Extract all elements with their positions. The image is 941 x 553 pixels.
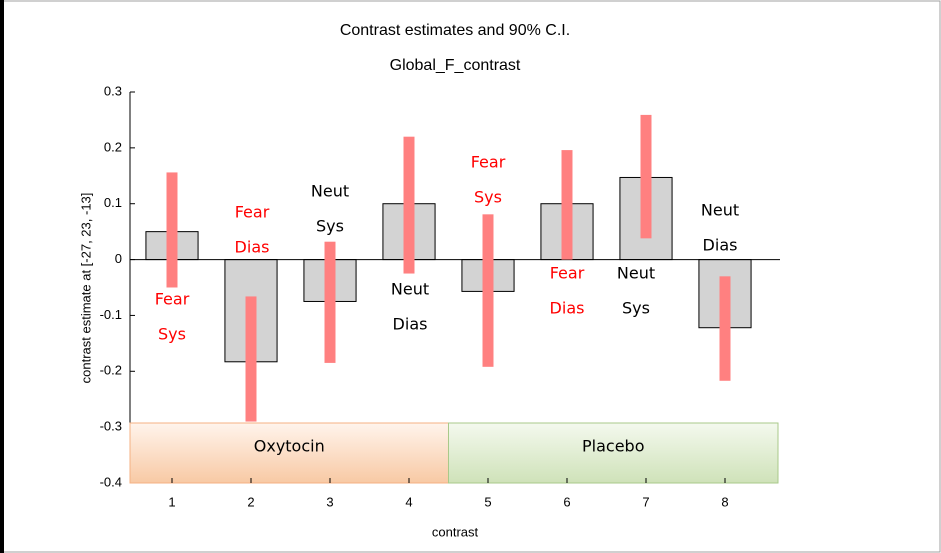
y-tick-label: -0.2 bbox=[100, 363, 122, 378]
y-tick-label: 0 bbox=[115, 251, 122, 266]
annotation: Sys bbox=[316, 217, 344, 236]
ci-bar bbox=[245, 296, 257, 422]
group-box bbox=[448, 422, 779, 484]
group-box bbox=[129, 422, 449, 484]
x-tick-label: 8 bbox=[721, 494, 728, 509]
annotation: Neut bbox=[391, 280, 429, 299]
y-axis-label: contrast estimate at [-27, 23, -13] bbox=[78, 193, 93, 384]
ci-bar bbox=[403, 136, 415, 274]
group-label: Placebo bbox=[582, 437, 644, 456]
y-tick-label: -0.3 bbox=[100, 419, 122, 434]
annotation: Fear bbox=[235, 203, 270, 222]
x-tick-label: 4 bbox=[405, 494, 412, 509]
annotation: Neut bbox=[617, 264, 655, 283]
frame-edge bbox=[0, 0, 4, 553]
annotation: Fear bbox=[550, 264, 585, 283]
annotation: Dias bbox=[550, 299, 585, 318]
x-tick-label: 2 bbox=[247, 494, 254, 509]
annotation: Sys bbox=[158, 325, 186, 344]
chart-subtitle: Global_F_contrast bbox=[390, 57, 521, 74]
x-tick-label: 1 bbox=[168, 494, 175, 509]
annotation: Dias bbox=[703, 236, 738, 255]
ci-bar bbox=[324, 241, 336, 363]
annotation: Fear bbox=[471, 153, 506, 172]
y-tick-label: -0.4 bbox=[100, 474, 122, 489]
y-tick-label: 0.3 bbox=[104, 83, 122, 98]
x-tick-label: 3 bbox=[326, 494, 333, 509]
ci-bar bbox=[719, 276, 731, 381]
group-label: Oxytocin bbox=[254, 437, 325, 456]
annotation: Dias bbox=[393, 315, 428, 334]
annotation: Dias bbox=[235, 238, 270, 257]
ci-bar bbox=[166, 172, 178, 288]
annotation: Neut bbox=[701, 201, 739, 220]
ci-bar bbox=[561, 150, 573, 260]
y-tick-label: 0.2 bbox=[104, 139, 122, 154]
x-axis-label: contrast bbox=[432, 524, 479, 539]
x-tick-label: 7 bbox=[642, 494, 649, 509]
x-tick-label: 6 bbox=[563, 494, 570, 509]
annotation: Fear bbox=[155, 290, 190, 309]
x-tick-label: 5 bbox=[484, 494, 491, 509]
ci-bar bbox=[640, 114, 652, 239]
annotation: Sys bbox=[474, 188, 502, 207]
annotation: Neut bbox=[311, 182, 349, 201]
y-tick-label: -0.1 bbox=[100, 307, 122, 322]
y-tick-label: 0.1 bbox=[104, 195, 122, 210]
annotation: Sys bbox=[622, 299, 650, 318]
chart-title: Contrast estimates and 90% C.I. bbox=[340, 22, 570, 39]
ci-bar bbox=[482, 214, 494, 367]
